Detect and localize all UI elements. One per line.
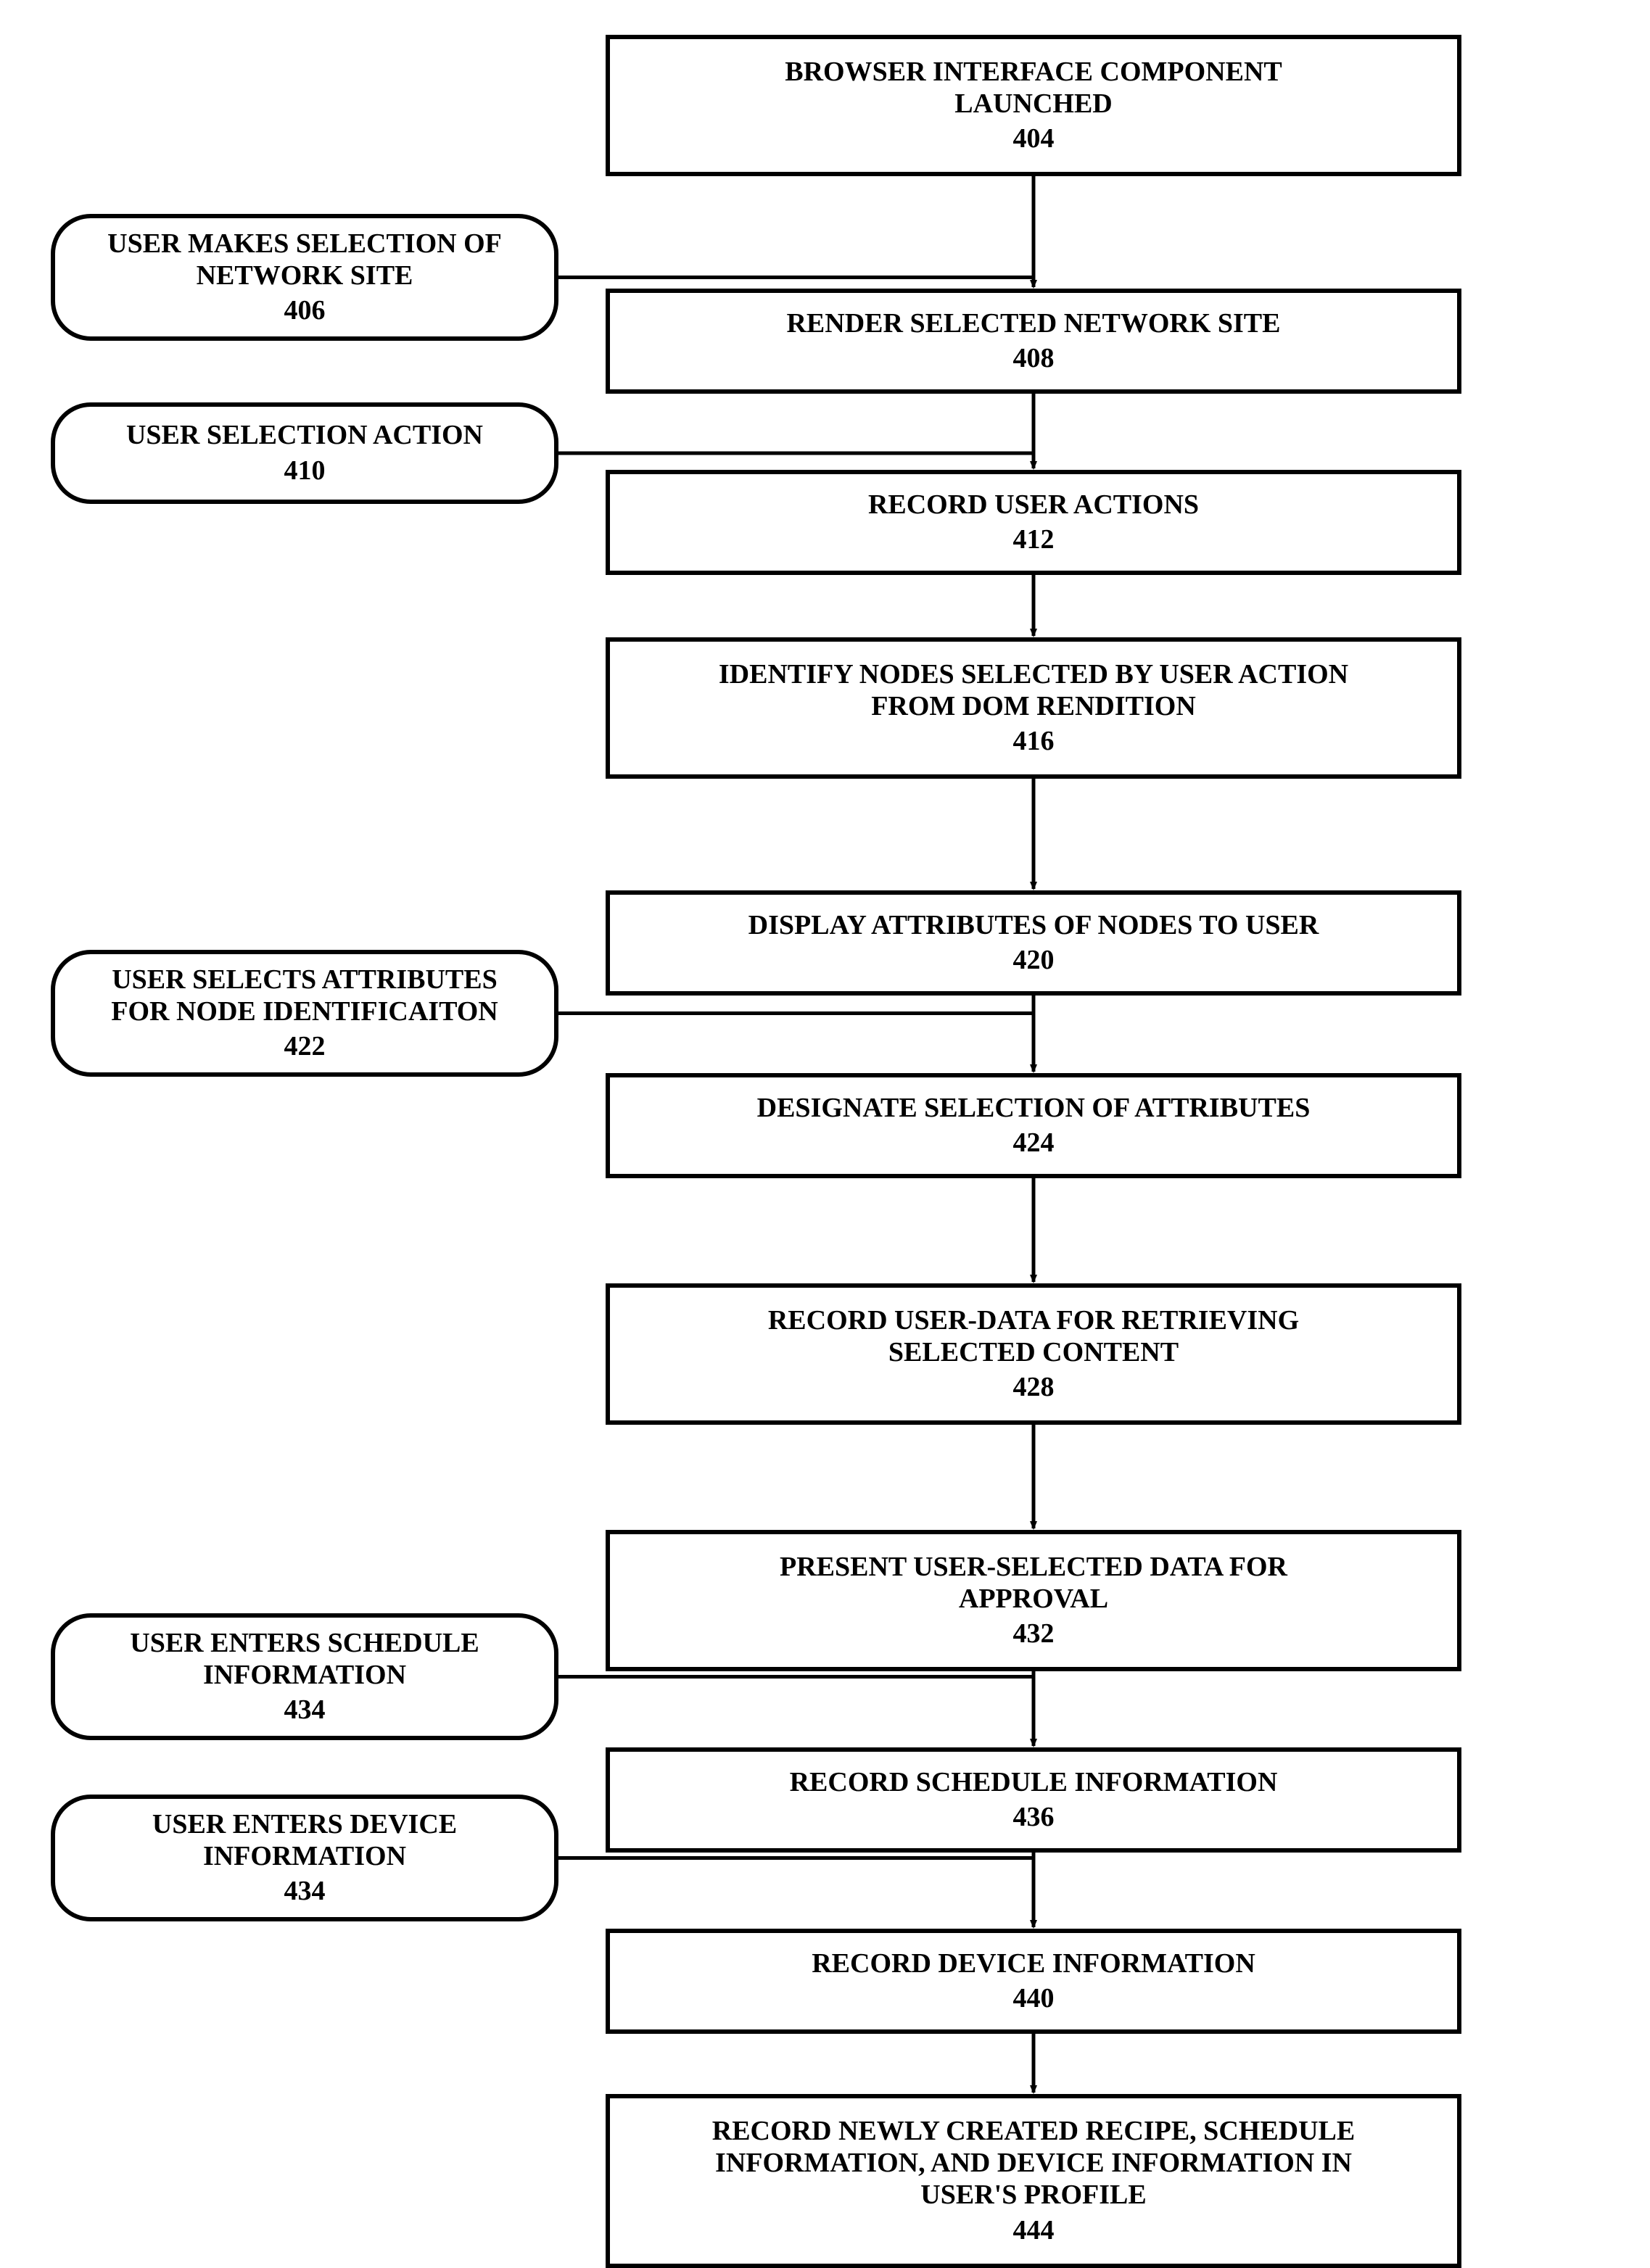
node-number: 428: [1013, 1371, 1055, 1403]
node-number: 440: [1013, 1982, 1055, 2014]
node-number: 416: [1013, 725, 1055, 757]
flow-node-n420: DISPLAY ATTRIBUTES OF NODES TO USER420: [606, 890, 1461, 996]
node-number: 424: [1013, 1127, 1055, 1159]
node-label: RECORD SCHEDULE INFORMATION: [790, 1767, 1278, 1799]
node-label: USER ENTERS SCHEDULE INFORMATION: [130, 1628, 479, 1691]
flow-node-n410: USER SELECTION ACTION410: [51, 402, 558, 504]
flow-node-n428: RECORD USER-DATA FOR RETRIEVING SELECTED…: [606, 1283, 1461, 1425]
node-number: 406: [284, 294, 326, 326]
node-label: RECORD DEVICE INFORMATION: [812, 1948, 1255, 1980]
flow-node-n412: RECORD USER ACTIONS412: [606, 470, 1461, 575]
node-number: 434: [284, 1875, 326, 1907]
node-label: RENDER SELECTED NETWORK SITE: [786, 308, 1280, 340]
flow-node-n404: BROWSER INTERFACE COMPONENT LAUNCHED404: [606, 35, 1461, 176]
flow-node-n416: IDENTIFY NODES SELECTED BY USER ACTION F…: [606, 637, 1461, 779]
node-label: PRESENT USER-SELECTED DATA FOR APPROVAL: [780, 1552, 1287, 1615]
flow-node-n422: USER SELECTS ATTRIBUTES FOR NODE IDENTIF…: [51, 950, 558, 1077]
flow-node-n434a: USER ENTERS SCHEDULE INFORMATION434: [51, 1613, 558, 1740]
flow-node-n432: PRESENT USER-SELECTED DATA FOR APPROVAL4…: [606, 1530, 1461, 1671]
node-number: 404: [1013, 123, 1055, 154]
flowchart-canvas: BROWSER INTERFACE COMPONENT LAUNCHED404 U…: [0, 0, 1650, 2219]
node-label: RECORD USER-DATA FOR RETRIEVING SELECTED…: [768, 1305, 1299, 1368]
node-label: DESIGNATE SELECTION OF ATTRIBUTES: [757, 1093, 1311, 1125]
flow-node-n408: RENDER SELECTED NETWORK SITE408: [606, 289, 1461, 394]
node-number: 436: [1013, 1801, 1055, 1833]
node-label: USER SELECTS ATTRIBUTES FOR NODE IDENTIF…: [111, 964, 498, 1027]
flow-node-n424: DESIGNATE SELECTION OF ATTRIBUTES424: [606, 1073, 1461, 1178]
node-label: DISPLAY ATTRIBUTES OF NODES TO USER: [748, 910, 1319, 942]
node-label: USER SELECTION ACTION: [126, 420, 483, 452]
node-number: 434: [284, 1694, 326, 1726]
flow-node-n406: USER MAKES SELECTION OF NETWORK SITE406: [51, 214, 558, 341]
node-number: 444: [1013, 2214, 1055, 2246]
flow-node-n440: RECORD DEVICE INFORMATION440: [606, 1929, 1461, 2034]
node-number: 432: [1013, 1618, 1055, 1650]
flow-node-n434b: USER ENTERS DEVICE INFORMATION434: [51, 1795, 558, 1921]
flow-node-n444: RECORD NEWLY CREATED RECIPE, SCHEDULE IN…: [606, 2094, 1461, 2268]
node-number: 422: [284, 1030, 326, 1062]
node-label: RECORD USER ACTIONS: [868, 489, 1199, 521]
flow-node-n436: RECORD SCHEDULE INFORMATION436: [606, 1747, 1461, 1853]
node-label: USER ENTERS DEVICE INFORMATION: [152, 1809, 457, 1872]
node-number: 408: [1013, 342, 1055, 374]
node-number: 412: [1013, 523, 1055, 555]
node-label: USER MAKES SELECTION OF NETWORK SITE: [107, 228, 502, 291]
node-number: 420: [1013, 944, 1055, 976]
node-number: 410: [284, 455, 326, 487]
node-label: IDENTIFY NODES SELECTED BY USER ACTION F…: [719, 659, 1348, 722]
node-label: BROWSER INTERFACE COMPONENT LAUNCHED: [785, 57, 1282, 120]
node-label: RECORD NEWLY CREATED RECIPE, SCHEDULE IN…: [712, 2116, 1355, 2211]
